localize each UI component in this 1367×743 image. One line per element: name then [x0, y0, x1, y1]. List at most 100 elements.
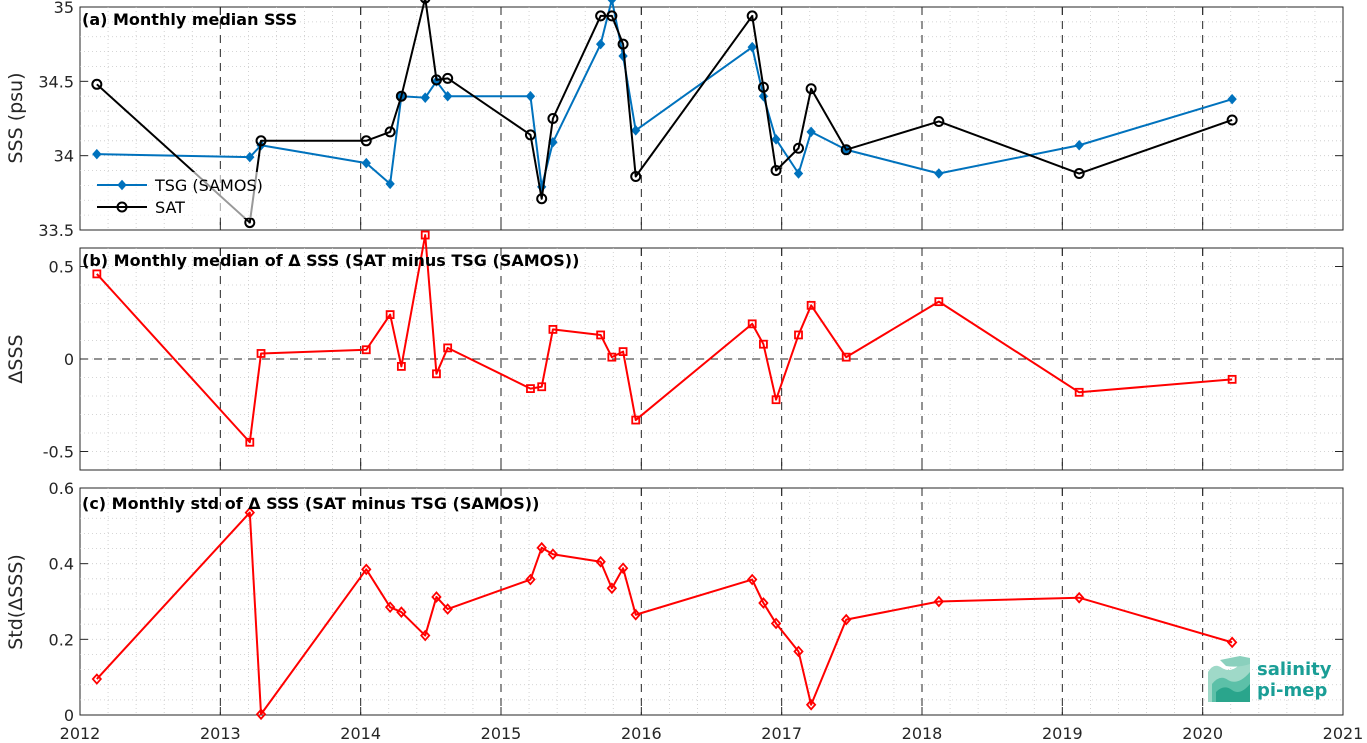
panel-a-series	[91, 0, 1238, 229]
y-tick-label: 0.2	[49, 630, 74, 649]
panel-c-grid	[80, 488, 1343, 715]
data-point	[526, 384, 535, 394]
data-point	[793, 168, 804, 179]
data-point	[432, 369, 441, 379]
data-point	[430, 74, 442, 86]
data-point	[525, 90, 536, 102]
data-point	[1074, 387, 1084, 397]
data-point	[746, 573, 758, 586]
data-point	[92, 269, 102, 279]
data-point	[770, 617, 782, 630]
data-point	[1227, 374, 1237, 384]
data-point	[256, 349, 266, 358]
data-point	[536, 193, 548, 205]
y-tick-label: 35	[54, 0, 74, 17]
data-point	[606, 10, 618, 22]
panel-b-y-ticks: -0.5 0 0.5	[43, 248, 1344, 470]
data-point	[805, 83, 817, 95]
panel-c-x-ticks: 2012 2013 2014 2015 2016 2017 2018 2019 2020 2021	[60, 724, 1364, 743]
panel-a-monthly-median-sss: 33.5 34 34.5 35 (a) Monthly median SSS SSS …	[5, 0, 1344, 240]
data-point	[1073, 168, 1085, 180]
x-tick-label: 2016	[621, 724, 662, 743]
data-point	[92, 148, 102, 160]
panel-c-series	[91, 506, 1238, 721]
data-point	[771, 395, 781, 405]
data-point	[547, 113, 559, 124]
data-point	[91, 78, 103, 90]
data-point	[1074, 140, 1084, 151]
data-point	[758, 597, 769, 609]
data-point	[396, 361, 406, 371]
data-point	[1226, 114, 1238, 126]
panel-b-year-lines	[219, 248, 1204, 470]
panel-a-title: (a) Monthly median SSS	[82, 10, 297, 29]
data-point	[595, 38, 606, 50]
y-tick-label: 34	[54, 147, 74, 166]
series-line	[96, 234, 1233, 444]
panel-c-y-axis-label: Std(ΔSSS)	[5, 554, 27, 650]
legend-sat-label: SAT	[155, 198, 185, 217]
data-point	[933, 115, 945, 127]
data-point	[757, 81, 769, 93]
data-point	[1073, 591, 1085, 604]
data-point	[443, 90, 453, 102]
data-point	[245, 151, 255, 163]
data-point	[360, 135, 372, 147]
data-point	[631, 125, 641, 136]
data-point	[794, 330, 803, 340]
panel-a-axes	[79, 6, 1344, 231]
salinity-pi-mep-logo: salinity pi-mep	[1208, 656, 1332, 702]
logo-text-salinity: salinity	[1257, 659, 1332, 680]
data-point	[524, 129, 536, 141]
data-point	[384, 601, 396, 614]
panel-c-axes	[79, 487, 1344, 716]
data-point	[746, 10, 758, 22]
data-point	[618, 347, 628, 357]
data-point	[537, 382, 547, 392]
data-point	[442, 603, 453, 615]
data-point	[244, 217, 256, 229]
data-point	[244, 506, 256, 519]
x-tick-label: 2019	[1042, 724, 1083, 743]
data-point	[384, 126, 396, 138]
data-point	[536, 541, 547, 554]
data-point	[840, 144, 852, 156]
data-point	[255, 708, 267, 721]
data-point	[770, 165, 782, 177]
y-tick-label: 0.4	[49, 555, 74, 574]
data-point	[933, 595, 945, 608]
data-point	[547, 548, 559, 561]
panel-b-title: (b) Monthly median of Δ SSS (SAT minus T…	[82, 251, 579, 270]
x-tick-label: 2020	[1182, 724, 1223, 743]
data-point	[806, 300, 816, 310]
panel-c-std-delta-sss: 00.20.40.6 2012 2013 2014 2015 2016 2017 2018 2…	[5, 479, 1363, 743]
data-point	[396, 606, 407, 618]
data-point	[617, 38, 629, 50]
data-point	[607, 352, 617, 362]
panel-a-y-axis-label: SSS (psu)	[5, 72, 27, 163]
panel-c-y-ticks: 0 0.2 0.4 0.6	[49, 479, 1344, 725]
data-point	[420, 629, 431, 642]
data-point	[245, 437, 255, 447]
panel-b-series	[92, 230, 1237, 447]
data-point	[596, 330, 606, 340]
data-point	[841, 613, 852, 626]
x-tick-label: 2015	[481, 724, 522, 743]
x-tick-label: 2013	[200, 724, 241, 743]
data-point	[420, 92, 430, 103]
data-point	[385, 178, 395, 190]
data-point	[793, 142, 805, 154]
data-point	[805, 698, 817, 711]
panel-b-median-delta-sss: -0.5 0 0.5 (b) Monthly median of Δ SSS (SA…	[5, 230, 1344, 471]
series-line	[96, 511, 1233, 716]
data-point	[607, 0, 617, 5]
y-tick-label: -0.5	[43, 443, 74, 462]
y-tick-label: 0.6	[49, 479, 74, 498]
y-tick-label: 0.5	[49, 258, 74, 277]
legend-sat-marker	[116, 201, 128, 213]
data-point	[431, 591, 442, 603]
data-point	[361, 157, 371, 169]
data-point	[747, 41, 757, 53]
panel-c-year-lines	[219, 488, 1204, 715]
